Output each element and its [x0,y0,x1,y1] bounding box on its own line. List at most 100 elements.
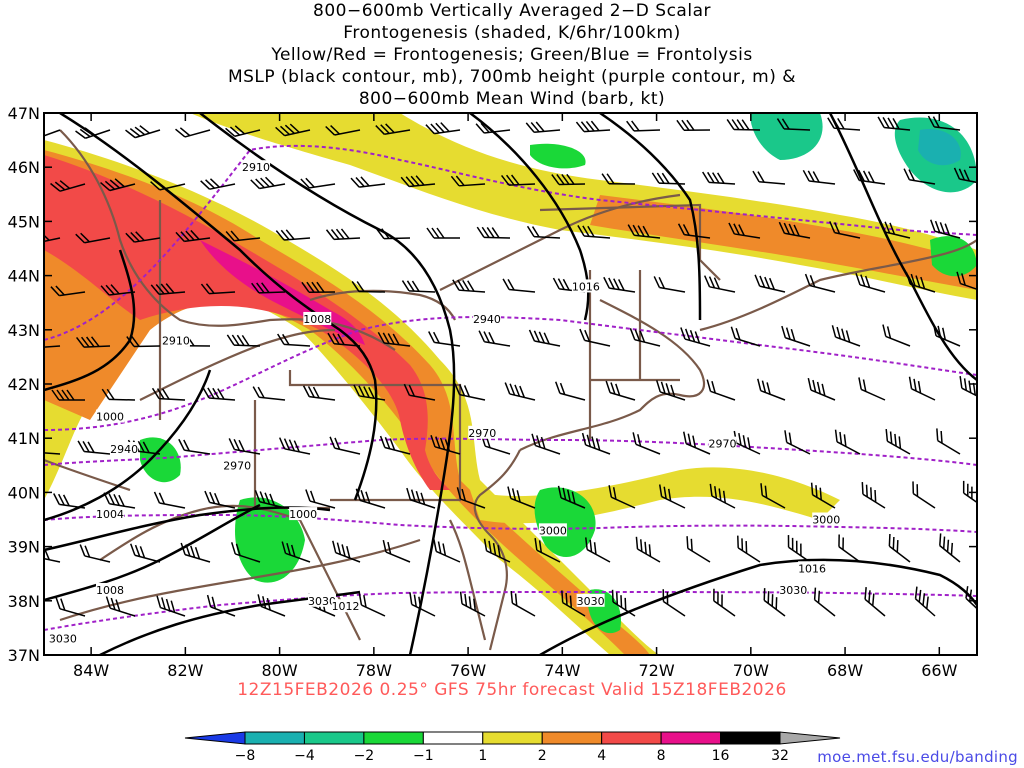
pressure-contour-label: 1008 [303,313,331,326]
wind-barb [877,116,911,131]
height-contour-label: 2940 [110,443,138,456]
wind-barb [585,537,611,563]
height-contour-label-bg [576,593,605,607]
colorbar-tick-label: 16 [712,748,730,764]
wind-barb [332,540,361,563]
wind-barb [603,276,636,293]
wind-barb [476,226,511,239]
height-contour-label: 2940 [473,313,501,326]
wind-barb [403,383,436,401]
pressure-contour-label-bg [289,507,318,521]
wind-barb [829,221,861,239]
wind-barb [561,590,586,617]
map-axes: 37N 38N 39N 40N 41N 42N 43N 44N 45N 46N 47N 84W 82W 8… [8,104,977,680]
wind-barb [962,480,977,509]
wind-barb [531,433,561,455]
wind-barb [726,119,761,131]
pressure-contour-label: 1004 [96,508,124,521]
pressure-contour-1016b [599,113,702,321]
wind-barb [575,120,611,133]
wind-barb [305,489,336,509]
wind-barbs [44,115,977,617]
height-contour-label: 3000 [539,524,567,537]
wind-barb [301,281,336,293]
wind-barb [813,587,836,617]
wind-barb [103,492,136,509]
wind-barb [180,542,211,563]
colorbar-tick-label: 4 [597,748,606,764]
credit-link[interactable]: moe.met.fsu.edu/banding [817,748,1018,766]
colorbar-segment [303,731,365,745]
wind-barb [936,428,961,455]
lake-ontario-shore [309,289,456,321]
lon-tick-label: 72W [638,661,674,680]
lat-tick-label: 37N [8,646,40,665]
frontolysis-patch-2 [534,487,596,557]
wind-barb [930,219,961,239]
lat-tick-label: 41N [8,429,40,448]
wind-barb [601,173,636,185]
wind-barb [125,125,161,139]
colorbar-segment [660,731,722,745]
colorbar-tick-label: 32 [771,748,789,764]
wind-barb [206,594,236,617]
height-contour-label: 3030 [779,584,807,597]
wind-barb [651,172,686,185]
height-contour-label-bg [308,593,337,607]
wind-barb [300,177,336,189]
title-line-1: 800−600mb Vertically Averaged 2−D Scalar [313,1,711,21]
colorbar-segment [184,731,246,745]
wind-barb [228,438,261,455]
lon-tick-label: 82W [167,661,203,680]
wind-barb [200,283,236,295]
forecast-valid-label: 12Z15FEB2026 0.25° GFS 75hr forecast Val… [237,680,787,700]
wind-barb [528,329,561,347]
pressure-contour-1016d [539,558,977,655]
lat-tick-label: 43N [8,321,40,340]
height-contour-label: 3000 [812,514,840,527]
wind-barb [526,225,561,239]
colorbar-segment [601,731,662,745]
wind-barb [50,180,86,192]
wind-barb [150,179,186,191]
pressure-contour-label-bg [798,561,827,575]
wind-barb [905,272,936,293]
wind-barb [655,380,686,401]
title-line-5: 800−600mb Mean Wind (barb, kt) [358,89,666,109]
wind-barb [456,487,486,509]
height-contour-3030 [44,591,977,631]
wind-barb [504,382,536,401]
wind-barb [425,122,461,135]
title-line-2: Frontogenesis (shaded, K/6hr/100km) [343,23,681,43]
height-contour-label-bg [779,582,808,596]
wind-barb [557,485,586,509]
height-contour-2910 [44,144,977,341]
wind-barb [903,168,936,185]
wind-barb [278,437,311,455]
wind-barb [400,175,436,188]
wind-barb [452,279,486,293]
frontolysis-patch-8 [140,437,181,483]
pressure-contour-1012b [99,590,361,655]
height-contour-label-bg [468,425,497,439]
colorbar: −8 −4 −2 −1 1 2 4 8 16 32 [184,731,841,764]
pressure-contour-label: 1016 [572,280,600,293]
wind-barb [200,178,236,190]
frontogenesis-northern-band-orange [590,195,977,290]
wind-barb [713,588,736,617]
wind-barb [760,483,786,509]
pressure-contour-label-bg [95,582,124,596]
wind-barb [632,432,661,455]
colorbar-segment [363,731,424,745]
wind-barb [350,176,386,188]
wind-barb [882,324,911,347]
wind-barb [702,171,736,185]
frontolysis-patch-6 [530,143,586,169]
wind-barb [776,118,811,131]
wind-barb [834,429,861,455]
wind-barb [682,431,711,455]
wind-barb [728,222,761,239]
wind-barb [525,121,561,134]
lon-tick-label: 80W [262,661,298,680]
wind-barb [804,273,836,293]
